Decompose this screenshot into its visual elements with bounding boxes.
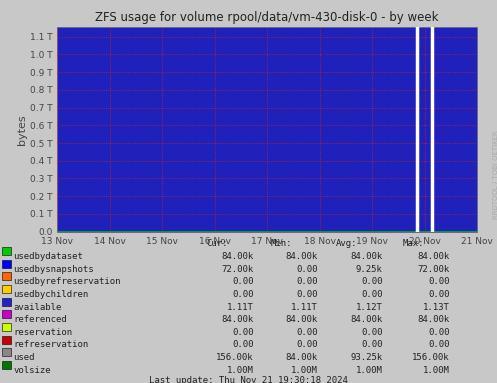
Text: 0.00: 0.00: [428, 328, 450, 337]
Text: volsize: volsize: [13, 366, 51, 375]
Text: Avg:: Avg:: [335, 239, 357, 248]
Text: 1.11T: 1.11T: [291, 303, 318, 311]
Text: 1.12T: 1.12T: [356, 303, 383, 311]
Text: 1.00M: 1.00M: [423, 366, 450, 375]
Text: usedbyrefreservation: usedbyrefreservation: [13, 277, 121, 286]
Text: 84.00k: 84.00k: [417, 252, 450, 261]
Text: 84.00k: 84.00k: [350, 315, 383, 324]
Text: usedbysnapshots: usedbysnapshots: [13, 265, 94, 273]
Text: 84.00k: 84.00k: [286, 252, 318, 261]
Text: 0.00: 0.00: [232, 290, 253, 299]
Text: 72.00k: 72.00k: [221, 265, 253, 273]
Text: 156.00k: 156.00k: [412, 353, 450, 362]
Text: 156.00k: 156.00k: [216, 353, 253, 362]
Text: 1.00M: 1.00M: [291, 366, 318, 375]
Text: reservation: reservation: [13, 328, 73, 337]
Text: 84.00k: 84.00k: [350, 252, 383, 261]
Text: 9.25k: 9.25k: [356, 265, 383, 273]
Text: 0.00: 0.00: [297, 328, 318, 337]
Text: 84.00k: 84.00k: [286, 353, 318, 362]
Text: 0.00: 0.00: [361, 277, 383, 286]
Text: 0.00: 0.00: [297, 290, 318, 299]
Text: Last update: Thu Nov 21 19:30:18 2024: Last update: Thu Nov 21 19:30:18 2024: [149, 376, 348, 383]
Text: Max:: Max:: [403, 239, 424, 248]
Text: 1.11T: 1.11T: [227, 303, 253, 311]
Text: 1.00M: 1.00M: [227, 366, 253, 375]
Text: 0.00: 0.00: [232, 340, 253, 349]
Text: 84.00k: 84.00k: [417, 315, 450, 324]
Text: 0.00: 0.00: [297, 277, 318, 286]
Text: refreservation: refreservation: [13, 340, 88, 349]
Y-axis label: bytes: bytes: [17, 114, 27, 144]
Title: ZFS usage for volume rpool/data/vm-430-disk-0 - by week: ZFS usage for volume rpool/data/vm-430-d…: [95, 11, 439, 24]
Text: 0.00: 0.00: [428, 290, 450, 299]
Text: 84.00k: 84.00k: [221, 252, 253, 261]
Text: 1.00M: 1.00M: [356, 366, 383, 375]
Text: 0.00: 0.00: [297, 265, 318, 273]
Text: referenced: referenced: [13, 315, 67, 324]
Text: 93.25k: 93.25k: [350, 353, 383, 362]
Text: used: used: [13, 353, 35, 362]
Text: 0.00: 0.00: [361, 328, 383, 337]
Text: Min:: Min:: [271, 239, 292, 248]
Text: 84.00k: 84.00k: [286, 315, 318, 324]
Text: 0.00: 0.00: [297, 340, 318, 349]
Text: 0.00: 0.00: [361, 290, 383, 299]
Text: usedbydataset: usedbydataset: [13, 252, 83, 261]
Text: 84.00k: 84.00k: [221, 315, 253, 324]
Text: 1.13T: 1.13T: [423, 303, 450, 311]
Text: 0.00: 0.00: [361, 340, 383, 349]
Text: 0.00: 0.00: [232, 277, 253, 286]
Text: RRDTOOL / TOBI OETIKER: RRDTOOL / TOBI OETIKER: [493, 130, 497, 219]
Text: 0.00: 0.00: [428, 340, 450, 349]
Text: 72.00k: 72.00k: [417, 265, 450, 273]
Text: Cur:: Cur:: [206, 239, 228, 248]
Text: usedbychildren: usedbychildren: [13, 290, 88, 299]
Text: available: available: [13, 303, 62, 311]
Text: 0.00: 0.00: [232, 328, 253, 337]
Text: 0.00: 0.00: [428, 277, 450, 286]
